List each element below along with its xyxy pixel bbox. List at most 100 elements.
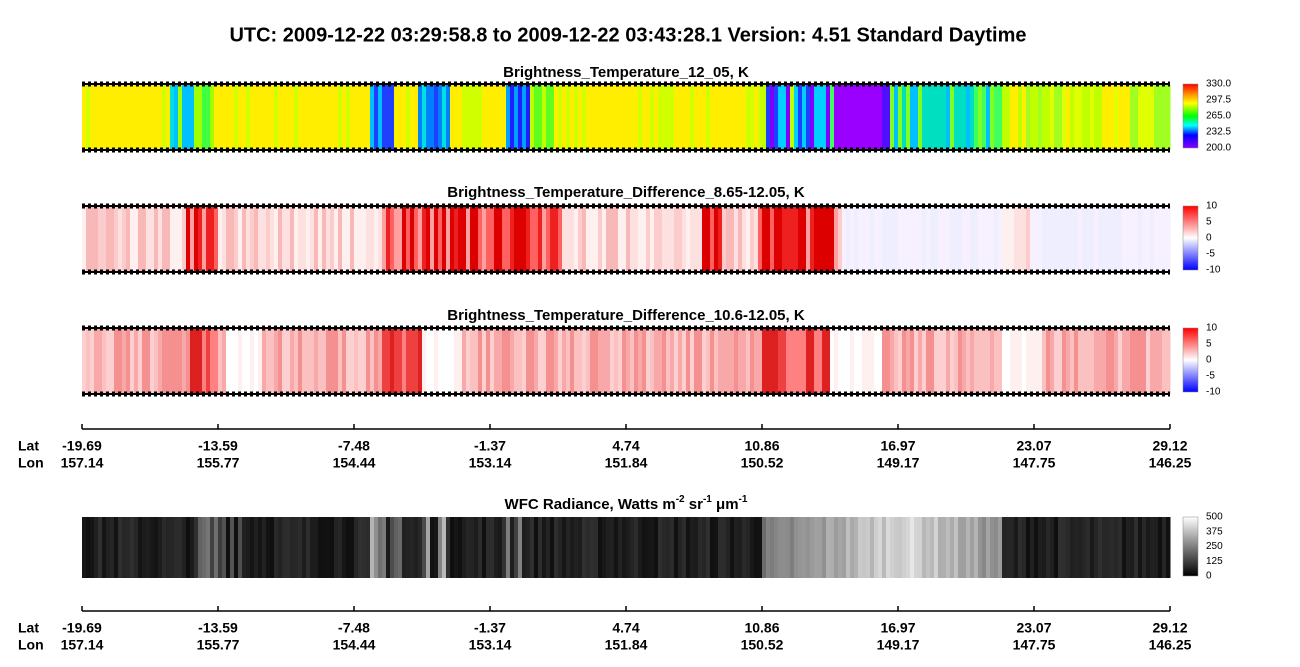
strip-cell bbox=[494, 84, 499, 150]
strip-cell bbox=[970, 84, 975, 150]
strip-cell bbox=[346, 84, 351, 150]
strip-cell bbox=[558, 206, 563, 272]
strip-cell bbox=[98, 517, 103, 578]
strip-cell bbox=[478, 517, 483, 578]
strip-cell bbox=[166, 84, 171, 150]
strip-cell bbox=[546, 84, 551, 150]
strip-cell bbox=[338, 84, 343, 150]
strip-cell bbox=[274, 328, 279, 394]
strip-cell bbox=[1154, 84, 1159, 150]
strip-cell bbox=[1118, 84, 1123, 150]
lon-label: 157.14 bbox=[61, 455, 104, 471]
strip-cell bbox=[870, 517, 875, 578]
strip-cell bbox=[166, 206, 171, 272]
lat-label: 10.86 bbox=[744, 438, 779, 454]
strip-cell bbox=[502, 517, 507, 578]
strip-cell bbox=[978, 84, 983, 150]
strip-cell bbox=[490, 328, 495, 394]
strip-cell bbox=[870, 328, 875, 394]
strip bbox=[82, 206, 1171, 272]
strip-cell bbox=[762, 84, 767, 150]
strip-cell bbox=[478, 328, 483, 394]
strip-cell bbox=[734, 206, 739, 272]
strip-cell bbox=[574, 206, 579, 272]
strip-cell bbox=[334, 84, 339, 150]
strip-cell bbox=[342, 517, 347, 578]
strip-cell bbox=[106, 328, 111, 394]
strip-cell bbox=[626, 84, 631, 150]
strip-cell bbox=[582, 517, 587, 578]
strip-cell bbox=[1114, 517, 1119, 578]
colorbar-label: 375 bbox=[1206, 526, 1223, 537]
strip-cell bbox=[398, 84, 403, 150]
strip-cell bbox=[670, 328, 675, 394]
strip-cell bbox=[550, 84, 555, 150]
strip-cell bbox=[1114, 328, 1119, 394]
strip-cell bbox=[218, 206, 223, 272]
strip-cell bbox=[1042, 206, 1047, 272]
strip-cell bbox=[670, 84, 675, 150]
strip-cell bbox=[506, 517, 511, 578]
strip-cell bbox=[186, 328, 191, 394]
strip-cell bbox=[410, 517, 415, 578]
strip-cell bbox=[658, 84, 663, 150]
strip-cell bbox=[746, 84, 751, 150]
strip-cell bbox=[694, 328, 699, 394]
strip-cell bbox=[802, 84, 807, 150]
strip-cell bbox=[278, 517, 283, 578]
colorbar-label: -10 bbox=[1206, 265, 1221, 276]
strip-cell bbox=[378, 517, 383, 578]
strip-cell bbox=[882, 328, 887, 394]
strip-cell bbox=[906, 517, 911, 578]
strip-cell bbox=[602, 206, 607, 272]
strip-cell bbox=[846, 84, 851, 150]
strip-cell bbox=[1058, 206, 1063, 272]
strip-cell bbox=[338, 517, 343, 578]
strip-cell bbox=[962, 84, 967, 150]
strip-cell bbox=[726, 84, 731, 150]
strip-cell bbox=[1018, 517, 1023, 578]
strip-cell bbox=[542, 206, 547, 272]
strip-cell bbox=[102, 517, 107, 578]
strip-cell bbox=[1014, 84, 1019, 150]
strip-cell bbox=[126, 517, 131, 578]
strip-cell bbox=[1038, 206, 1043, 272]
strip-cell bbox=[774, 517, 779, 578]
strip-cell bbox=[1026, 84, 1031, 150]
lon-label: 147.75 bbox=[1013, 637, 1056, 653]
strip-cell bbox=[682, 84, 687, 150]
strip-cell bbox=[822, 328, 827, 394]
strip-cell bbox=[134, 328, 139, 394]
strip-cell bbox=[710, 328, 715, 394]
strip-cell bbox=[682, 517, 687, 578]
strip-cell bbox=[766, 206, 771, 272]
strip-cell bbox=[366, 206, 371, 272]
strip-cell bbox=[738, 206, 743, 272]
strip-cell bbox=[1078, 328, 1083, 394]
strip-cell bbox=[206, 328, 211, 394]
strip-cell bbox=[134, 206, 139, 272]
strip-cell bbox=[674, 206, 679, 272]
strip-cell bbox=[1154, 517, 1159, 578]
strip-cell bbox=[1034, 84, 1039, 150]
strip-cell bbox=[694, 517, 699, 578]
strip-cell bbox=[778, 328, 783, 394]
strip-cell bbox=[146, 206, 151, 272]
strip-cell bbox=[438, 328, 443, 394]
strip-cell bbox=[658, 206, 663, 272]
strip-cell bbox=[414, 206, 419, 272]
colorbar-label: 232.5 bbox=[1206, 127, 1231, 138]
strip-cell bbox=[142, 206, 147, 272]
strip-cell bbox=[1138, 328, 1143, 394]
strip-cell bbox=[906, 84, 911, 150]
strip-cell bbox=[942, 517, 947, 578]
strip-cell bbox=[430, 517, 435, 578]
lon-label: 146.25 bbox=[1149, 637, 1192, 653]
strip-cell bbox=[1134, 206, 1139, 272]
strip-cell bbox=[110, 517, 115, 578]
strip-cell bbox=[702, 206, 707, 272]
strip-cell bbox=[1014, 328, 1019, 394]
strip-cell bbox=[950, 328, 955, 394]
strip-cell bbox=[942, 328, 947, 394]
colorbar-label: 200.0 bbox=[1206, 143, 1231, 154]
